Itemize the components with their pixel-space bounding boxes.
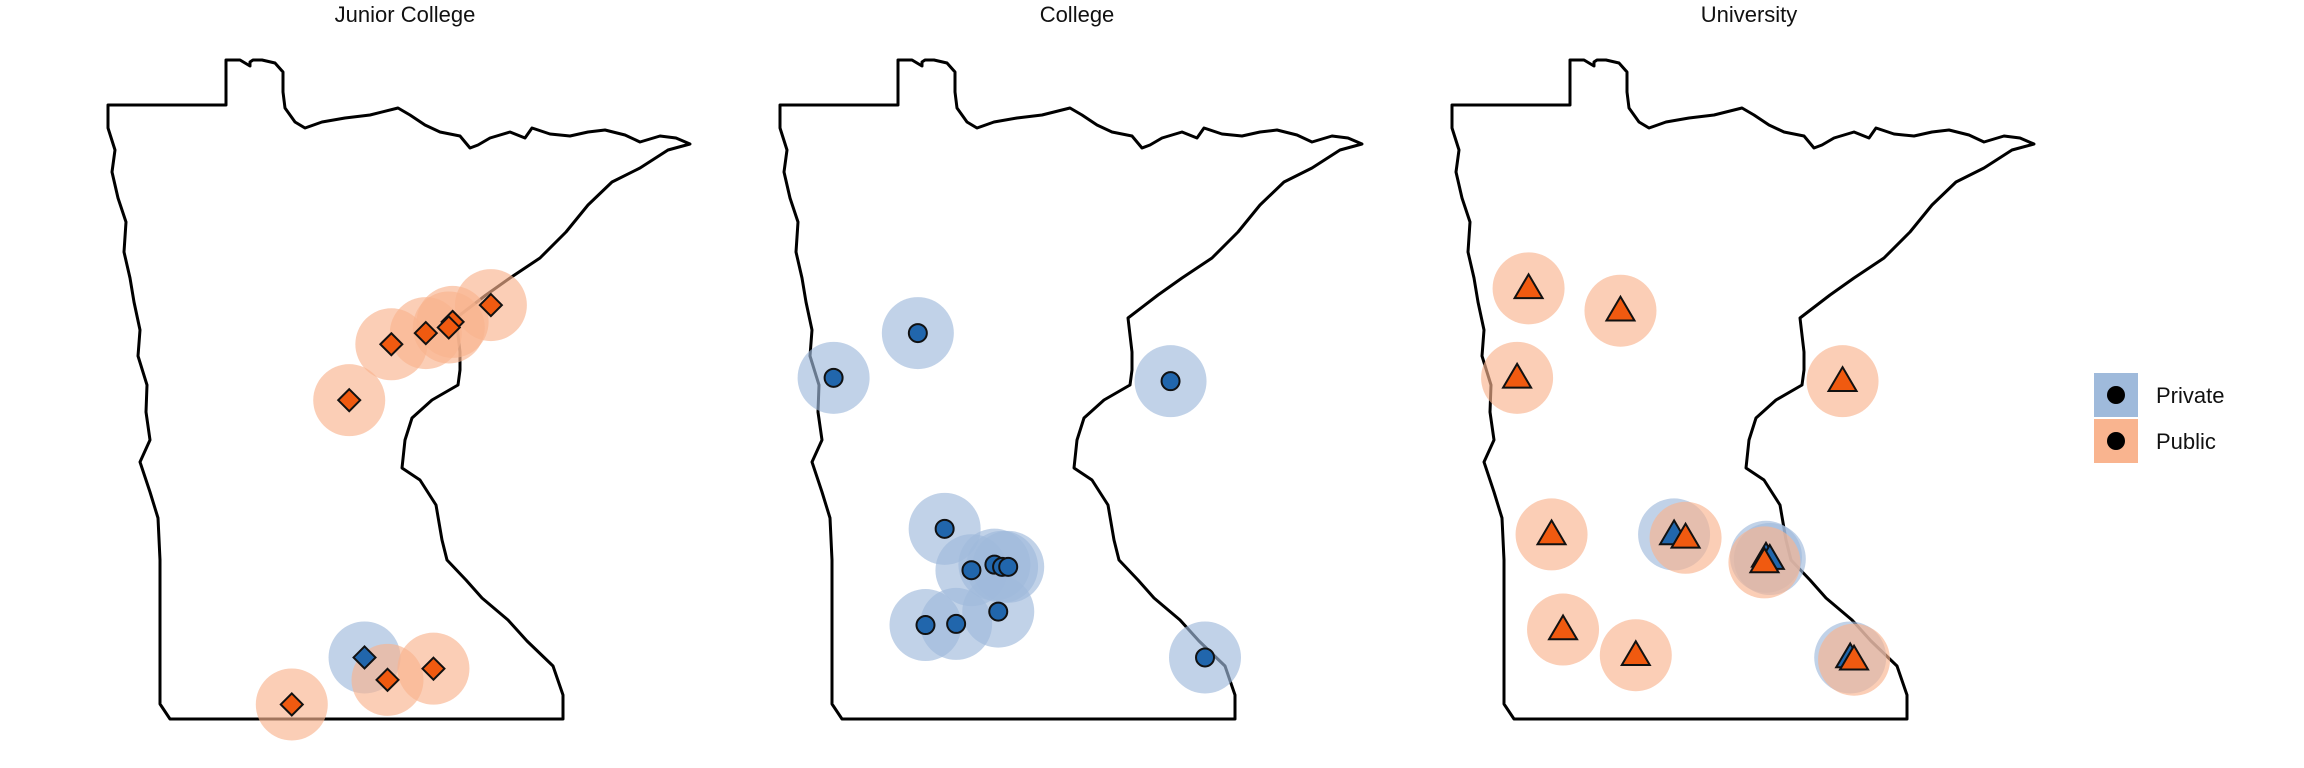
legend-dot-private — [2107, 386, 2125, 404]
public-triangle-marker — [1535, 518, 1568, 546]
public-triangle-marker — [1826, 365, 1859, 392]
private-circle-marker — [934, 518, 955, 539]
private-diamond-marker — [352, 645, 377, 670]
private-circle-marker — [988, 601, 1009, 622]
map-panel-2: College — [778, 2, 1364, 721]
private-circle-marker — [915, 615, 936, 636]
public-triangle-marker — [1620, 639, 1652, 667]
public-diamond-marker — [421, 656, 446, 682]
private-circle-marker — [907, 323, 928, 344]
public-triangle-marker — [1547, 613, 1579, 641]
private-circle-marker — [998, 556, 1019, 577]
state-outline — [778, 58, 1364, 721]
public-triangle-marker — [1748, 546, 1781, 574]
map-panel-1: Junior College — [106, 2, 692, 741]
private-circle-marker — [1160, 371, 1181, 392]
private-circle-marker — [946, 613, 967, 634]
public-diamond-marker — [279, 692, 305, 717]
legend-dot-public — [2107, 432, 2125, 450]
public-triangle-marker — [1669, 521, 1702, 549]
private-circle-marker — [823, 367, 844, 388]
legend-label-public: Public — [2156, 429, 2216, 454]
public-diamond-marker — [478, 292, 504, 318]
map-panel-3: University — [1450, 2, 2036, 721]
private-circle-marker — [961, 560, 982, 581]
state-outline — [1450, 58, 2036, 721]
legend: Private Public — [2094, 373, 2224, 463]
state-outline — [106, 58, 692, 721]
public-triangle-marker — [1838, 643, 1870, 671]
public-diamond-marker — [375, 667, 400, 693]
panel-title: Junior College — [335, 2, 476, 27]
public-diamond-marker — [378, 331, 404, 357]
public-triangle-marker — [1604, 294, 1637, 322]
public-diamond-marker — [436, 315, 462, 340]
public-diamond-marker — [336, 387, 362, 413]
panel-title: University — [1701, 2, 1798, 27]
public-diamond-marker — [413, 320, 439, 346]
legend-label-private: Private — [2156, 383, 2224, 408]
public-triangle-marker — [1501, 361, 1533, 389]
public-triangle-marker — [1512, 272, 1545, 300]
private-circle-marker — [1195, 647, 1216, 668]
panel-title: College — [1040, 2, 1115, 27]
